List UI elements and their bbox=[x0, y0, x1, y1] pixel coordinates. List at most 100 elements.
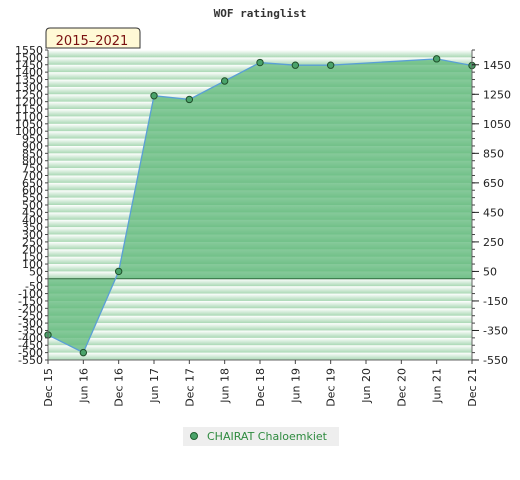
right-tick-label: 1250 bbox=[483, 88, 511, 101]
x-tick-label: Dec 16 bbox=[113, 368, 126, 407]
x-tick-label: Dec 19 bbox=[325, 368, 338, 407]
x-axis: Dec 15 Jun 16 Dec 16 Jun 17 Dec 17 Jun 18 Dec … bbox=[42, 359, 479, 407]
left-tick-label: 1200 bbox=[15, 96, 43, 109]
x-tick-label: Jun 19 bbox=[289, 368, 302, 404]
left-tick-label: 1150 bbox=[15, 103, 43, 116]
left-tick-label: 1350 bbox=[15, 74, 43, 87]
left-tick-label: 600 bbox=[22, 184, 43, 197]
left-tick-label: 1400 bbox=[15, 66, 43, 79]
series-area bbox=[48, 58, 472, 353]
area-layer bbox=[48, 58, 472, 353]
data-point bbox=[150, 92, 158, 100]
left-tick-label: 850 bbox=[22, 147, 43, 160]
x-tick-label: Dec 20 bbox=[395, 368, 408, 407]
right-tick-label: -350 bbox=[483, 324, 508, 337]
data-point bbox=[256, 58, 264, 67]
left-tick-label: 750 bbox=[22, 162, 43, 175]
left-tick-label: 200 bbox=[22, 243, 43, 256]
left-tick-label: -350 bbox=[18, 324, 43, 337]
band bbox=[48, 278, 472, 287]
left-tick-label: -500 bbox=[18, 347, 43, 360]
band bbox=[48, 315, 472, 324]
left-tick-label: 300 bbox=[22, 229, 43, 242]
left-tick-label: -450 bbox=[18, 339, 43, 352]
left-tick-label: -300 bbox=[18, 317, 43, 330]
left-y-axis: 1550150014501400135013001250120011501100… bbox=[15, 44, 49, 367]
band bbox=[48, 308, 472, 316]
band bbox=[48, 345, 472, 353]
legend: CHAIRAT Chaloemkiet bbox=[183, 427, 339, 446]
x-tick-label: Jun 18 bbox=[219, 368, 232, 404]
left-tick-label: 350 bbox=[22, 221, 43, 234]
left-tick-label: 900 bbox=[22, 140, 43, 153]
data-point bbox=[220, 77, 229, 85]
left-tick-label: -400 bbox=[18, 332, 43, 345]
right-tick-label: 650 bbox=[483, 177, 504, 190]
band bbox=[48, 337, 472, 346]
left-tick-label: -250 bbox=[18, 310, 43, 323]
band bbox=[48, 323, 472, 331]
right-tick-label: 1050 bbox=[483, 118, 511, 131]
data-point bbox=[114, 267, 123, 276]
right-tick-label: -550 bbox=[483, 354, 508, 367]
x-tick-label: Dec 15 bbox=[42, 368, 55, 407]
data-point bbox=[291, 61, 300, 69]
left-tick-label: 450 bbox=[22, 206, 43, 219]
x-tick-label: Dec 21 bbox=[466, 368, 479, 407]
legend-series-name: CHAIRAT Chaloemkiet bbox=[207, 430, 328, 443]
left-tick-label: 1000 bbox=[15, 125, 43, 138]
x-tick-label: Jun 17 bbox=[148, 368, 161, 404]
left-tick-label: 800 bbox=[22, 155, 43, 168]
band bbox=[48, 293, 472, 301]
data-point bbox=[79, 348, 88, 357]
left-tick-label: 1500 bbox=[15, 51, 43, 64]
band bbox=[48, 286, 472, 294]
x-tick-label: Jun 16 bbox=[77, 368, 90, 404]
right-tick-label: 1450 bbox=[483, 59, 511, 72]
x-tick-label: Jun 21 bbox=[431, 368, 444, 404]
left-tick-label: -150 bbox=[18, 295, 43, 308]
right-tick-label: 50 bbox=[483, 265, 497, 278]
left-tick-label: -200 bbox=[18, 302, 43, 315]
period-badge: 2015–2021 bbox=[45, 27, 141, 49]
chart-title: WOF ratinglist bbox=[214, 7, 307, 20]
x-tick-label: Jun 20 bbox=[360, 368, 373, 404]
data-point bbox=[185, 95, 194, 104]
left-tick-label: -550 bbox=[18, 354, 43, 367]
left-tick-label: 50 bbox=[29, 265, 43, 278]
left-tick-label: 650 bbox=[22, 177, 43, 190]
left-tick-label: 1250 bbox=[15, 88, 43, 101]
right-tick-label: 850 bbox=[483, 147, 504, 160]
legend-marker-icon bbox=[190, 432, 198, 440]
left-tick-label: 1450 bbox=[15, 59, 43, 72]
left-tick-label: 400 bbox=[22, 214, 43, 227]
band bbox=[48, 50, 472, 58]
right-tick-label: 450 bbox=[483, 206, 504, 219]
right-tick-label: -150 bbox=[483, 295, 508, 308]
right-tick-label: 250 bbox=[483, 236, 504, 249]
left-tick-label: 0 bbox=[36, 273, 43, 286]
left-tick-label: 1550 bbox=[15, 44, 43, 57]
left-tick-label: 700 bbox=[22, 169, 43, 182]
left-tick-label: 100 bbox=[22, 258, 43, 271]
left-tick-label: 500 bbox=[22, 199, 43, 212]
data-point bbox=[432, 55, 441, 63]
right-y-axis: 1450 1250 1050 850 650 450 250 50 -150 -350 -550 bbox=[471, 49, 511, 367]
band bbox=[48, 330, 472, 338]
period-label: 2015–2021 bbox=[56, 34, 129, 49]
left-tick-label: 150 bbox=[22, 251, 43, 264]
left-tick-label: 250 bbox=[22, 236, 43, 249]
band bbox=[48, 352, 472, 360]
left-tick-label: 1100 bbox=[15, 110, 43, 123]
left-tick-label: 950 bbox=[22, 133, 43, 146]
x-tick-label: Dec 17 bbox=[183, 368, 196, 407]
left-tick-label: -100 bbox=[18, 288, 43, 301]
x-tick-label: Dec 18 bbox=[254, 368, 267, 407]
left-tick-label: -50 bbox=[25, 280, 43, 293]
left-tick-label: 550 bbox=[22, 192, 43, 205]
left-tick-label: 1300 bbox=[15, 81, 43, 94]
data-point bbox=[326, 61, 335, 69]
left-tick-label: 1050 bbox=[15, 118, 43, 131]
band bbox=[48, 300, 472, 309]
